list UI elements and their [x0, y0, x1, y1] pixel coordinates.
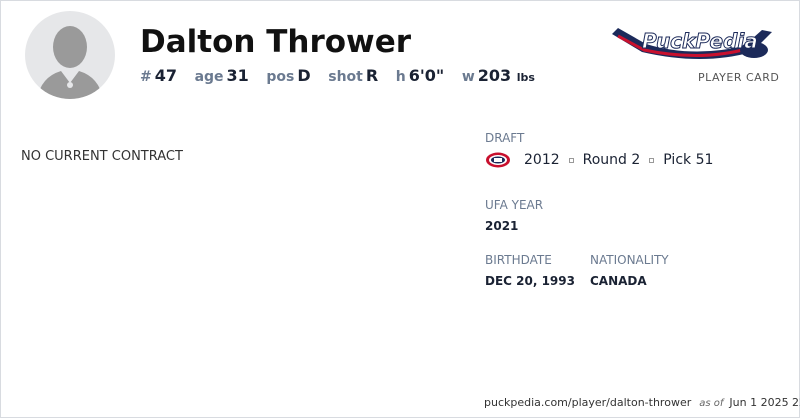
player-name: Dalton Thrower [140, 24, 412, 60]
weight-unit: lbs [516, 71, 535, 84]
height-label: h [395, 69, 406, 85]
shot-label: shot [328, 69, 363, 85]
footer: puckpedia.com/player/dalton-thrower as of… [484, 396, 800, 409]
age-label: age [194, 69, 224, 85]
birthdate-label: BIRTHDATE [485, 253, 552, 267]
number-value: 47 [154, 66, 177, 85]
player-url[interactable]: puckpedia.com/player/dalton-thrower [484, 396, 692, 409]
ufa-value: 2021 [485, 219, 519, 233]
pos-value: D [297, 66, 311, 85]
shot-value: R [365, 66, 379, 85]
ufa-label: UFA YEAR [485, 198, 544, 212]
player-card-label: PLAYER CARD [698, 71, 780, 84]
separator [649, 157, 655, 163]
height-value: 6'0" [408, 66, 445, 85]
draft-round: Round 2 [582, 152, 641, 168]
separator [568, 157, 574, 163]
birthdate-value: DEC 20, 1993 [485, 274, 575, 288]
weight-label: w [461, 69, 475, 85]
number-label: # [140, 69, 152, 85]
draft-label: DRAFT [485, 131, 525, 145]
svg-text:PuckPedia: PuckPedia [642, 29, 758, 53]
weight-value: 203 [477, 66, 512, 85]
age-value: 31 [226, 66, 249, 85]
nationality-label: NATIONALITY [590, 253, 669, 267]
nationality-value: CANADA [590, 274, 647, 288]
draft-year: 2012 [524, 152, 560, 168]
puckpedia-logo: PuckPedia [612, 22, 774, 70]
player-stats: #47 age 31 pos D shot R h 6'0" w 203 lbs [140, 66, 535, 85]
as-of-label: as of [699, 398, 724, 409]
avatar [25, 11, 115, 99]
draft-pick: Pick 51 [663, 152, 714, 168]
montreal-canadiens-logo-icon [486, 152, 510, 168]
as-of-date: Jun 1 2025 22:18ET [729, 396, 800, 409]
pos-label: pos [266, 69, 295, 85]
contract-status: NO CURRENT CONTRACT [21, 149, 183, 164]
draft-info: 2012 Round 2 Pick 51 [485, 152, 713, 168]
